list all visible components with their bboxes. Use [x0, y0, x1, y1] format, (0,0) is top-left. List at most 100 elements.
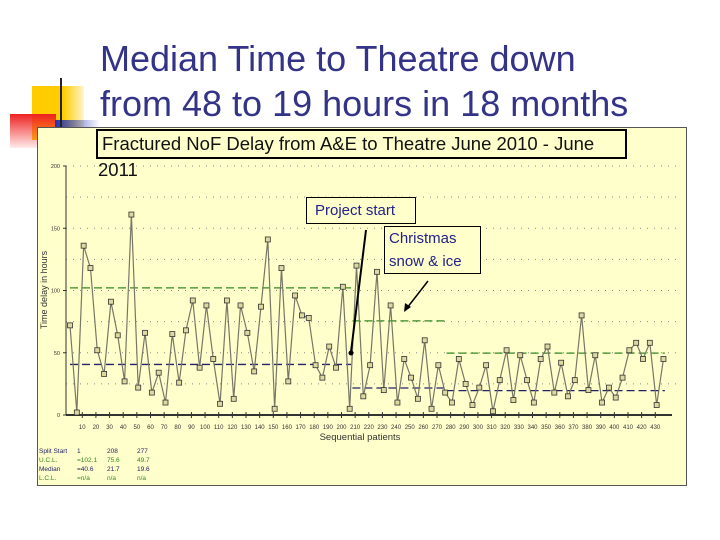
data-point	[510, 397, 517, 403]
annotation-christmas-line1: Christmas	[389, 230, 457, 247]
x-tick-label: 180	[309, 425, 320, 431]
x-tick-label: 280	[446, 425, 457, 431]
data-point	[517, 352, 524, 359]
x-tick-label: 300	[473, 425, 484, 431]
data-point	[142, 329, 148, 336]
data-point	[135, 384, 142, 391]
y-tick-label: 150	[51, 226, 60, 232]
data-point	[490, 408, 496, 415]
data-point	[469, 402, 476, 408]
y-tick-label: 100	[51, 289, 60, 295]
x-tick-label: 330	[514, 425, 525, 431]
stats-value: n/a	[107, 475, 117, 482]
x-tick-label: 350	[541, 425, 552, 431]
data-point	[578, 312, 585, 319]
data-point	[237, 302, 244, 309]
data-point	[278, 265, 285, 271]
x-tick-label: 380	[582, 425, 593, 431]
stats-value: 21.7	[107, 466, 120, 473]
data-point	[367, 362, 374, 369]
data-point	[462, 380, 469, 387]
x-tick-label: 40	[120, 425, 127, 431]
data-point	[169, 331, 176, 337]
data-point	[394, 399, 401, 406]
data-point	[87, 265, 94, 271]
x-tick-label: 100	[200, 425, 211, 431]
y-tick-label: 50	[54, 351, 60, 357]
x-tick-label: 190	[323, 425, 334, 431]
data-point	[360, 393, 367, 400]
data-point	[285, 378, 292, 385]
data-point	[299, 312, 305, 319]
slide-title: Median Time to Theatre down from 48 to 1…	[100, 36, 628, 126]
x-tick-label: 160	[282, 425, 293, 431]
data-point	[189, 297, 196, 304]
data-point	[305, 314, 312, 321]
stats-label: L.C.L.	[39, 475, 57, 482]
x-tick-label: 310	[487, 425, 498, 431]
data-point	[435, 362, 442, 369]
stats-value: =102.1	[77, 457, 98, 464]
data-point	[374, 268, 380, 275]
x-tick-label: 360	[555, 425, 566, 431]
data-point	[67, 322, 73, 329]
stats-row-split: Split Start 1 208 277	[39, 447, 155, 456]
data-point	[94, 347, 101, 354]
data-point	[558, 359, 565, 366]
stats-value: 277	[137, 448, 148, 455]
stats-value: 19.6	[137, 466, 150, 473]
stats-value: 49.7	[137, 457, 150, 464]
x-axis-label: Sequential patients	[320, 432, 401, 443]
x-tick-label: 210	[350, 425, 361, 431]
x-tick-label: 70	[161, 425, 168, 431]
data-point	[339, 283, 346, 290]
x-tick-label: 10	[79, 425, 86, 431]
data-point	[565, 393, 571, 400]
data-point	[612, 394, 619, 401]
data-point	[346, 405, 353, 412]
data-point	[210, 356, 217, 362]
data-point	[640, 356, 646, 362]
x-tick-label: 230	[377, 425, 388, 431]
x-tick-label: 340	[527, 425, 538, 431]
data-point	[626, 347, 633, 354]
x-tick-label: 80	[174, 425, 181, 431]
data-point	[244, 329, 251, 336]
data-point	[537, 356, 544, 362]
x-tick-label: 20	[93, 425, 100, 431]
stats-value: 1	[77, 448, 81, 455]
data-point	[571, 377, 578, 384]
data-point	[496, 377, 503, 384]
data-point	[353, 262, 360, 269]
stats-row-median: Median =40.6 21.7 19.6	[39, 465, 155, 474]
data-point	[258, 303, 264, 310]
data-point	[217, 400, 223, 407]
data-point	[633, 339, 640, 346]
annotation-christmas-line2: snow & ice	[389, 253, 462, 270]
data-point	[183, 327, 189, 334]
data-point	[251, 368, 258, 375]
stats-label: Split Start	[39, 448, 68, 455]
x-tick-label: 50	[134, 425, 141, 431]
data-point	[380, 387, 387, 394]
data-point	[121, 378, 128, 385]
data-point	[524, 377, 530, 384]
x-tick-label: 110	[214, 425, 224, 431]
stats-value: 75.6	[107, 457, 120, 464]
data-point	[401, 356, 408, 362]
data-point	[483, 362, 490, 369]
x-tick-label: 320	[500, 425, 511, 431]
data-point	[551, 389, 558, 396]
data-point	[312, 362, 319, 369]
slide-title-line1: Median Time to Theatre down	[100, 38, 576, 79]
data-point	[455, 356, 462, 362]
x-tick-label: 290	[459, 425, 470, 431]
stats-label: U.C.L.	[39, 457, 58, 464]
data-point	[408, 374, 414, 381]
data-point	[653, 402, 660, 408]
data-point	[503, 347, 510, 354]
annotation-christmas: Christmas snow & ice	[384, 226, 481, 274]
x-tick-label: 30	[106, 425, 113, 431]
data-point	[271, 405, 278, 412]
data-point	[414, 395, 421, 402]
